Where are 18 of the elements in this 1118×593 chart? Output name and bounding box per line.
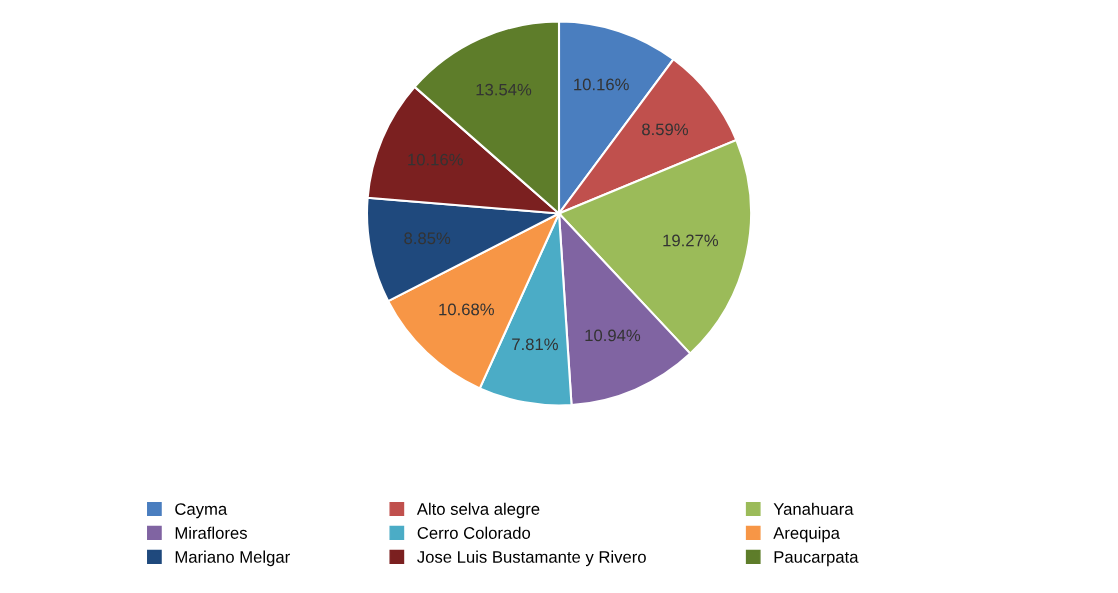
legend-label: Cerro Colorado [417, 526, 531, 539]
data-label: 10.16% [408, 153, 463, 166]
data-label: 10.16% [574, 78, 629, 91]
legend-label: Jose Luis Bustamante y Rivero [417, 550, 646, 567]
data-label: 8.59% [642, 123, 689, 136]
data-label: 7.81% [512, 338, 558, 351]
legend-label: Alto selva alegre [416, 502, 540, 519]
legend-label: Mariano Melgar [175, 550, 290, 567]
legend-label: Arequipa [773, 526, 840, 543]
legend-label: Miraflores [175, 526, 247, 539]
data-label: 19.27% [663, 234, 719, 247]
legend-label: Paucarpata [774, 551, 859, 567]
legend-label: Yanahuara [773, 502, 854, 515]
data-label: 10.68% [439, 303, 494, 316]
data-label: 8.85% [404, 232, 451, 245]
legend-label: Cayma [175, 503, 228, 519]
data-label: 10.94% [585, 329, 641, 342]
data-label: 13.54% [476, 83, 532, 96]
